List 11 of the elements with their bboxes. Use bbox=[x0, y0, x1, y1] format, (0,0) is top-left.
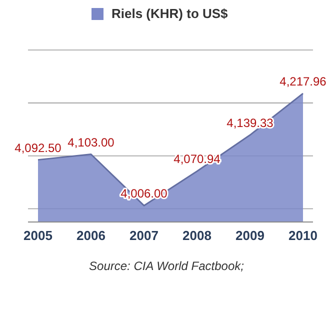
x-tick-label: 2009 bbox=[236, 228, 264, 243]
data-label: 4,103.00 bbox=[68, 135, 115, 150]
x-tick-label: 2010 bbox=[288, 228, 318, 243]
legend-label: Riels (KHR) to US$ bbox=[112, 6, 229, 21]
x-tick-label: 2008 bbox=[182, 228, 212, 243]
data-label: 4,092.50 bbox=[14, 140, 62, 155]
source-note: Source: CIA World Factbook; bbox=[89, 259, 244, 273]
x-tick-label: 2006 bbox=[76, 228, 106, 243]
x-tick-label: 2005 bbox=[24, 228, 52, 243]
x-tick-label: 2007 bbox=[130, 228, 158, 243]
data-label: 4,217.96 bbox=[280, 74, 327, 88]
